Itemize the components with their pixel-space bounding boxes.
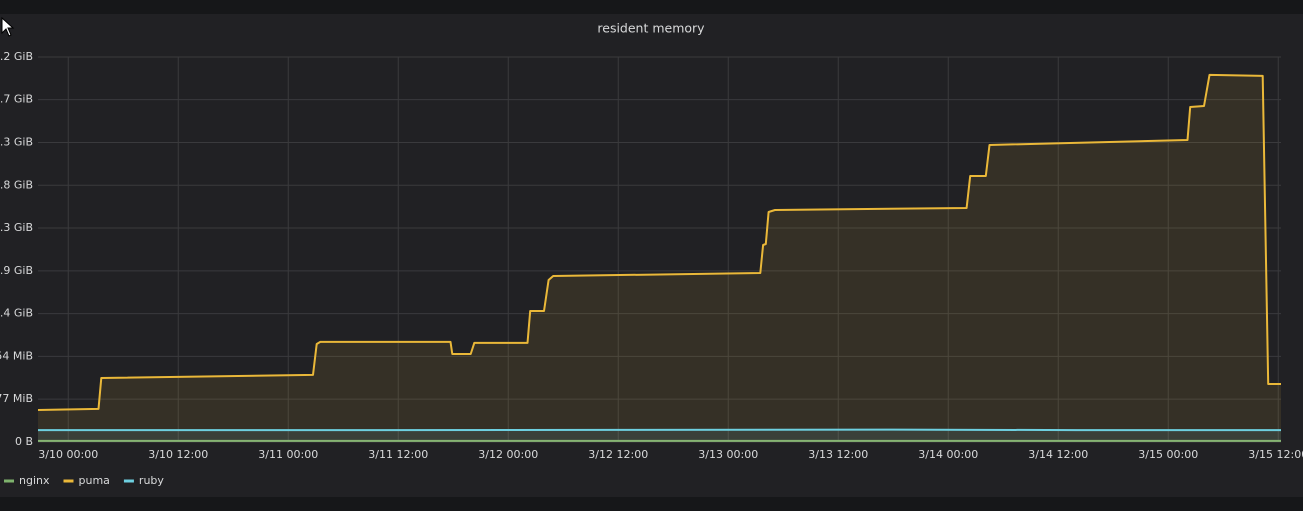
x-tick-label: 3/11 12:00 xyxy=(368,448,428,461)
series-line xyxy=(37,73,1281,411)
x-tick-label: 3/12 12:00 xyxy=(588,448,648,461)
legend-label: ruby xyxy=(139,474,164,487)
mouse-cursor xyxy=(1,16,15,37)
x-tick-label: 3/13 12:00 xyxy=(808,448,868,461)
y-tick-label: 3.7 GiB xyxy=(0,93,33,106)
x-tick-label: 3/15 12:00 xyxy=(1248,448,1303,461)
y-tick-label: 954 MiB xyxy=(0,349,33,362)
x-tick-label: 3/15 00:00 xyxy=(1138,448,1198,461)
y-tick-label: 0 B xyxy=(15,435,33,448)
x-tick-label: 3/14 00:00 xyxy=(918,448,978,461)
x-tick-label: 3/12 00:00 xyxy=(478,448,538,461)
chart-title: resident memory xyxy=(597,21,705,36)
series-line xyxy=(38,428,1281,432)
series-area xyxy=(38,74,1281,443)
series-area xyxy=(38,429,1281,442)
x-tick-label: 3/10 00:00 xyxy=(38,448,98,461)
y-tick-label: 2.8 GiB xyxy=(0,178,33,191)
y-tick-label: 2.3 GiB xyxy=(0,221,33,234)
y-tick-label: 4.2 GiB xyxy=(0,50,33,63)
legend-label: nginx xyxy=(19,474,50,487)
y-tick-label: 1.4 GiB xyxy=(0,307,33,320)
y-tick-label: 3.3 GiB xyxy=(0,135,33,148)
y-tick-label: 1.9 GiB xyxy=(0,264,33,277)
panel xyxy=(0,14,1303,497)
legend-label: puma xyxy=(79,474,110,487)
x-tick-label: 3/14 12:00 xyxy=(1028,448,1088,461)
y-tick-label: 477 MiB xyxy=(0,392,33,405)
x-tick-label: 3/13 00:00 xyxy=(698,448,758,461)
x-tick-label: 3/11 00:00 xyxy=(258,448,318,461)
x-tick-label: 3/10 12:00 xyxy=(148,448,208,461)
